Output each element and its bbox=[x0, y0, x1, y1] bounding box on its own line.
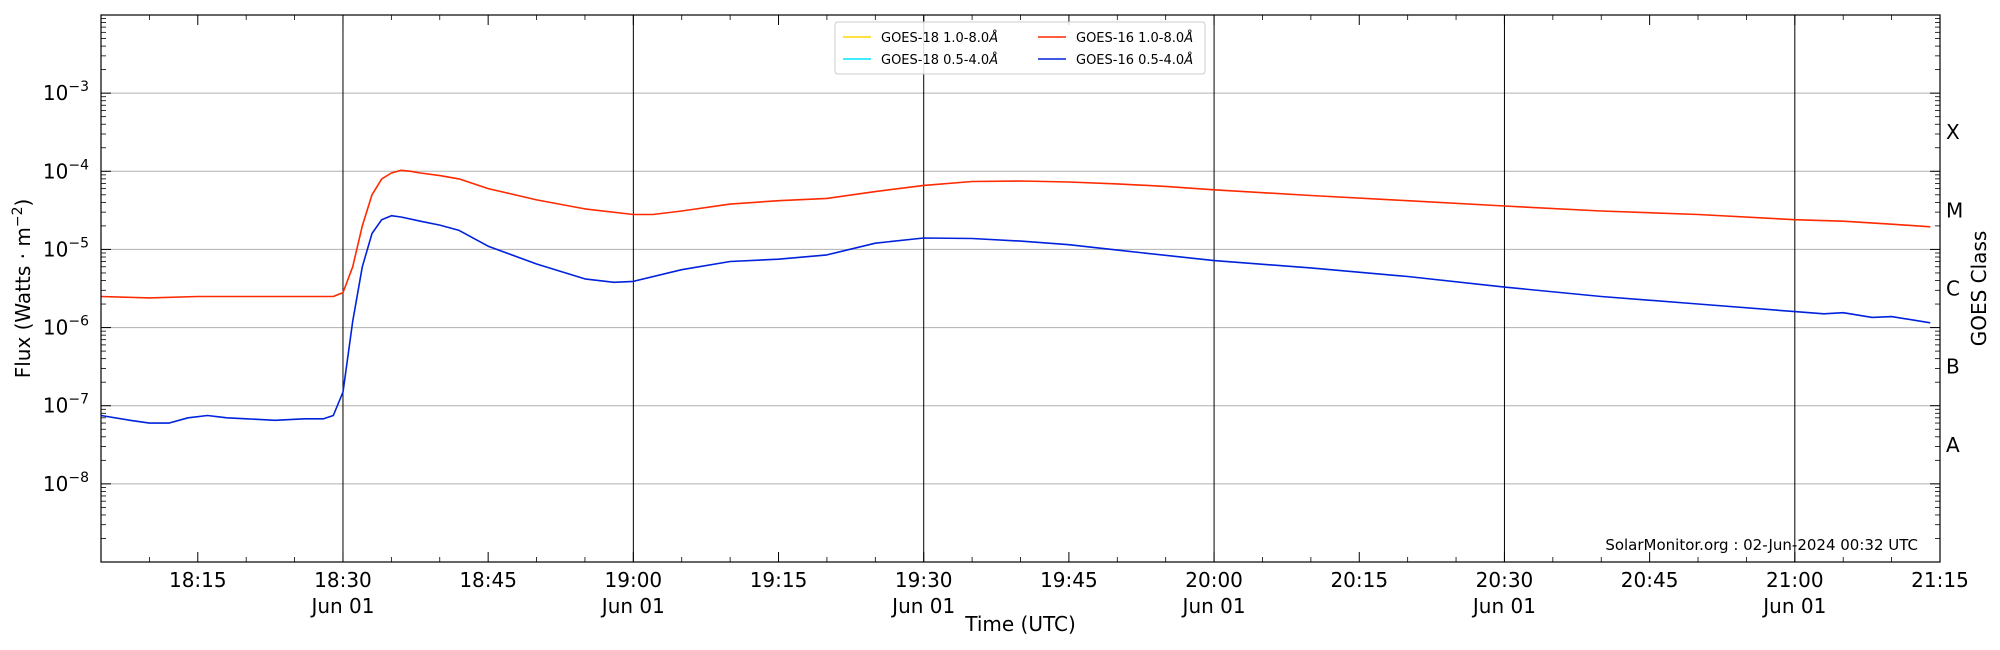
goes-class-label-m: M bbox=[1946, 198, 1963, 222]
legend-entry-label: GOES-18 1.0-8.0Å bbox=[881, 30, 998, 46]
x-tick-label: 20:30 bbox=[1476, 568, 1534, 592]
goes-class-label-c: C bbox=[1946, 277, 1960, 301]
goes-class-label-a: A bbox=[1946, 433, 1960, 457]
x-tick-date-label: Jun 01 bbox=[1761, 594, 1826, 618]
x-tick-date-label: Jun 01 bbox=[1471, 594, 1536, 618]
plot-frame bbox=[100, 14, 1941, 563]
x-tick-label: 19:30 bbox=[895, 568, 953, 592]
x-tick-label: 18:30 bbox=[314, 568, 372, 592]
y-axis-title: Flux (Watts · m−2) bbox=[10, 199, 35, 379]
x-tick-date-label: Jun 01 bbox=[309, 594, 374, 618]
legend-entry-label: GOES-16 1.0-8.0Å bbox=[1076, 30, 1193, 46]
x-axis-title: Time (UTC) bbox=[964, 612, 1076, 636]
x-tick-date-label: Jun 01 bbox=[890, 594, 955, 618]
y-tick-label: 10−3 bbox=[43, 79, 89, 105]
y-tick-label: 10−4 bbox=[43, 157, 89, 183]
x-tick-label: 18:15 bbox=[169, 568, 227, 592]
legend-box bbox=[834, 21, 1206, 75]
credit-annotation: SolarMonitor.org : 02-Jun-2024 00:32 UTC bbox=[1605, 536, 1918, 554]
x-tick-date-label: Jun 01 bbox=[1181, 594, 1246, 618]
x-tick-label: 19:00 bbox=[605, 568, 663, 592]
x-tick-label: 20:15 bbox=[1330, 568, 1388, 592]
goes-class-axis-title: GOES Class bbox=[1967, 231, 1991, 347]
legend-entry-label: GOES-16 0.5-4.0Å bbox=[1076, 52, 1193, 68]
x-tick-date-label: Jun 01 bbox=[600, 594, 665, 618]
y-tick-label: 10−6 bbox=[43, 314, 89, 340]
x-tick-label: 21:15 bbox=[1911, 568, 1969, 592]
y-tick-label: 10−5 bbox=[43, 235, 89, 261]
vertical-lines-layer bbox=[342, 15, 1796, 562]
y-tick-label: 10−8 bbox=[43, 470, 89, 496]
series-line-1 bbox=[100, 169, 1931, 299]
series-layer bbox=[100, 169, 1931, 424]
x-tick-label: 18:45 bbox=[459, 568, 517, 592]
legend-entry-label: GOES-18 0.5-4.0Å bbox=[881, 52, 998, 68]
grid-layer bbox=[101, 92, 1940, 485]
x-tick-label: 19:15 bbox=[750, 568, 808, 592]
goes-class-label-b: B bbox=[1946, 355, 1960, 379]
y-tick-label: 10−7 bbox=[43, 392, 89, 418]
x-tick-label: 19:45 bbox=[1040, 568, 1098, 592]
series-line-3 bbox=[100, 214, 1931, 424]
x-tick-label: 20:00 bbox=[1185, 568, 1243, 592]
goes-class-label-x: X bbox=[1946, 120, 1960, 144]
x-tick-label: 21:00 bbox=[1766, 568, 1824, 592]
legend: GOES-18 1.0-8.0Å GOES-16 1.0-8.0Å GOES-18 … bbox=[834, 21, 1206, 75]
x-tick-label: 20:45 bbox=[1621, 568, 1679, 592]
